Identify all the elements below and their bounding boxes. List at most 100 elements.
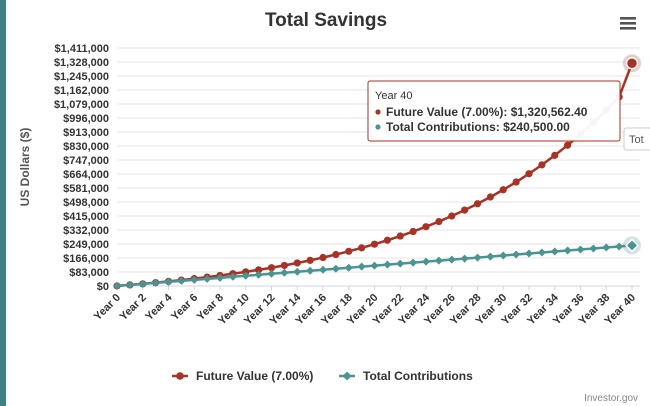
tooltip-box (367, 80, 621, 142)
legend-total-contributions-marker[interactable] (342, 371, 352, 381)
y-tick-label: $1,162,000 (54, 85, 109, 97)
future-value-point[interactable] (422, 223, 430, 231)
total-contributions-point[interactable] (241, 271, 250, 280)
y-tick-label: $83,000 (69, 267, 109, 279)
total-contributions-point[interactable] (164, 277, 173, 286)
chart-svg: Total Savings $0 $83,000 $166,000 $249,000 $3… (18, 10, 650, 404)
total-contributions-point[interactable] (615, 242, 624, 251)
y-tick-label: $664,000 (63, 169, 109, 181)
future-value-point[interactable] (267, 264, 276, 272)
future-value-point[interactable] (358, 244, 366, 252)
y-tick-label: $1,245,000 (54, 71, 109, 83)
total-contributions-point[interactable] (525, 249, 533, 258)
total-contributions-highlight-point[interactable] (624, 238, 640, 253)
y-tick-label: $996,000 (63, 113, 109, 125)
total-contributions-point[interactable] (254, 270, 263, 279)
total-contributions-point[interactable] (396, 259, 405, 268)
future-value-point[interactable] (383, 236, 391, 244)
future-value-point[interactable] (409, 227, 417, 236)
total-contributions-point[interactable] (499, 251, 508, 260)
total-contributions-point[interactable] (486, 252, 495, 261)
total-contributions-point[interactable] (203, 274, 212, 283)
clipped-tooltip-box (623, 127, 650, 151)
total-contributions-point[interactable] (216, 273, 224, 282)
future-value-point[interactable] (473, 200, 482, 208)
total-contributions-point[interactable] (125, 280, 134, 289)
future-value-point[interactable] (551, 151, 559, 159)
y-tick-label: $830,000 (63, 141, 109, 153)
x-tick-label: Year 2 (117, 292, 148, 323)
future-value-point[interactable] (499, 186, 507, 194)
y-tick-label: $332,000 (63, 225, 109, 237)
total-contributions-point[interactable] (293, 267, 302, 276)
future-value-point[interactable] (448, 212, 456, 220)
total-contributions-point[interactable] (537, 248, 546, 257)
total-contributions-point[interactable] (177, 276, 186, 285)
total-contributions-point[interactable] (331, 264, 340, 273)
y-tick-label: $0 (97, 281, 109, 293)
y-tick-label: $747,000 (63, 155, 109, 167)
credits-label[interactable]: Investor.gov (584, 393, 638, 404)
tooltip-header: Year 40 (375, 90, 413, 102)
total-contributions-point[interactable] (228, 272, 237, 281)
total-contributions-point[interactable] (563, 246, 572, 255)
total-contributions-point[interactable] (344, 263, 353, 272)
y-tick-label: $1,328,000 (54, 57, 109, 69)
total-contributions-point[interactable] (370, 261, 379, 270)
x-tick-label: Year 0 (92, 292, 123, 323)
tooltip-bullet (375, 109, 381, 115)
total-contributions-point[interactable] (267, 269, 276, 278)
total-contributions-point[interactable] (319, 265, 327, 274)
clipped-tooltip-label: Tot (629, 134, 644, 146)
total-contributions-point[interactable] (113, 281, 121, 290)
future-value-point[interactable] (280, 261, 288, 270)
future-value-point[interactable] (345, 247, 353, 255)
chart-card: Total Savings $0 $83,000 $166,000 $249,000 $3… (6, 0, 650, 406)
future-value-point[interactable] (435, 217, 443, 226)
future-value-point[interactable] (486, 193, 494, 201)
future-value-point[interactable] (396, 232, 404, 240)
tooltip-bullet (375, 124, 381, 130)
total-contributions-point[interactable] (447, 255, 456, 264)
future-value-point[interactable] (525, 170, 533, 178)
y-tick-label: $166,000 (63, 253, 109, 265)
total-contributions-point[interactable] (383, 260, 392, 269)
y-tick-label: $498,000 (63, 197, 109, 209)
future-value-point[interactable] (293, 259, 301, 267)
future-value-point[interactable] (564, 141, 572, 149)
total-contributions-point[interactable] (473, 253, 482, 262)
legend-future-value-label[interactable]: Future Value (7.00%) (196, 369, 313, 383)
future-value-point[interactable] (512, 178, 520, 186)
future-value-point[interactable] (255, 266, 263, 274)
legend-future-value-marker[interactable] (176, 372, 184, 380)
total-contributions-point[interactable] (550, 247, 559, 256)
future-value-point[interactable] (332, 250, 340, 259)
total-contributions-point[interactable] (190, 275, 199, 284)
total-contributions-point[interactable] (151, 278, 160, 287)
hamburger-menu-icon[interactable] (620, 17, 636, 30)
y-tick-label: $1,411,000 (55, 43, 109, 55)
future-value-point[interactable] (319, 253, 327, 262)
total-contributions-point[interactable] (512, 250, 521, 259)
total-contributions-point[interactable] (576, 245, 585, 254)
future-value-point[interactable] (306, 256, 314, 264)
total-contributions-point[interactable] (434, 256, 443, 265)
future-value-highlight-point[interactable] (625, 57, 639, 70)
total-contributions-point[interactable] (306, 266, 315, 275)
legend-total-contributions-label[interactable]: Total Contributions (363, 369, 473, 383)
future-value-point[interactable] (538, 161, 546, 169)
y-tick-label: $415,000 (63, 211, 109, 223)
total-contributions-point[interactable] (602, 243, 611, 252)
y-tick-label: $249,000 (63, 239, 109, 251)
total-contributions-point[interactable] (460, 254, 469, 263)
future-value-point[interactable] (461, 206, 469, 214)
total-contributions-point[interactable] (138, 279, 147, 288)
total-contributions-point[interactable] (589, 244, 598, 253)
total-contributions-point[interactable] (422, 257, 430, 266)
tooltip-line-1: Total Contributions: $240,500.00 (386, 120, 570, 134)
future-value-point[interactable] (370, 240, 379, 248)
total-contributions-point[interactable] (409, 258, 418, 267)
total-contributions-point[interactable] (280, 268, 289, 277)
total-contributions-point[interactable] (357, 262, 366, 271)
y-tick-label: $913,000 (63, 127, 109, 139)
